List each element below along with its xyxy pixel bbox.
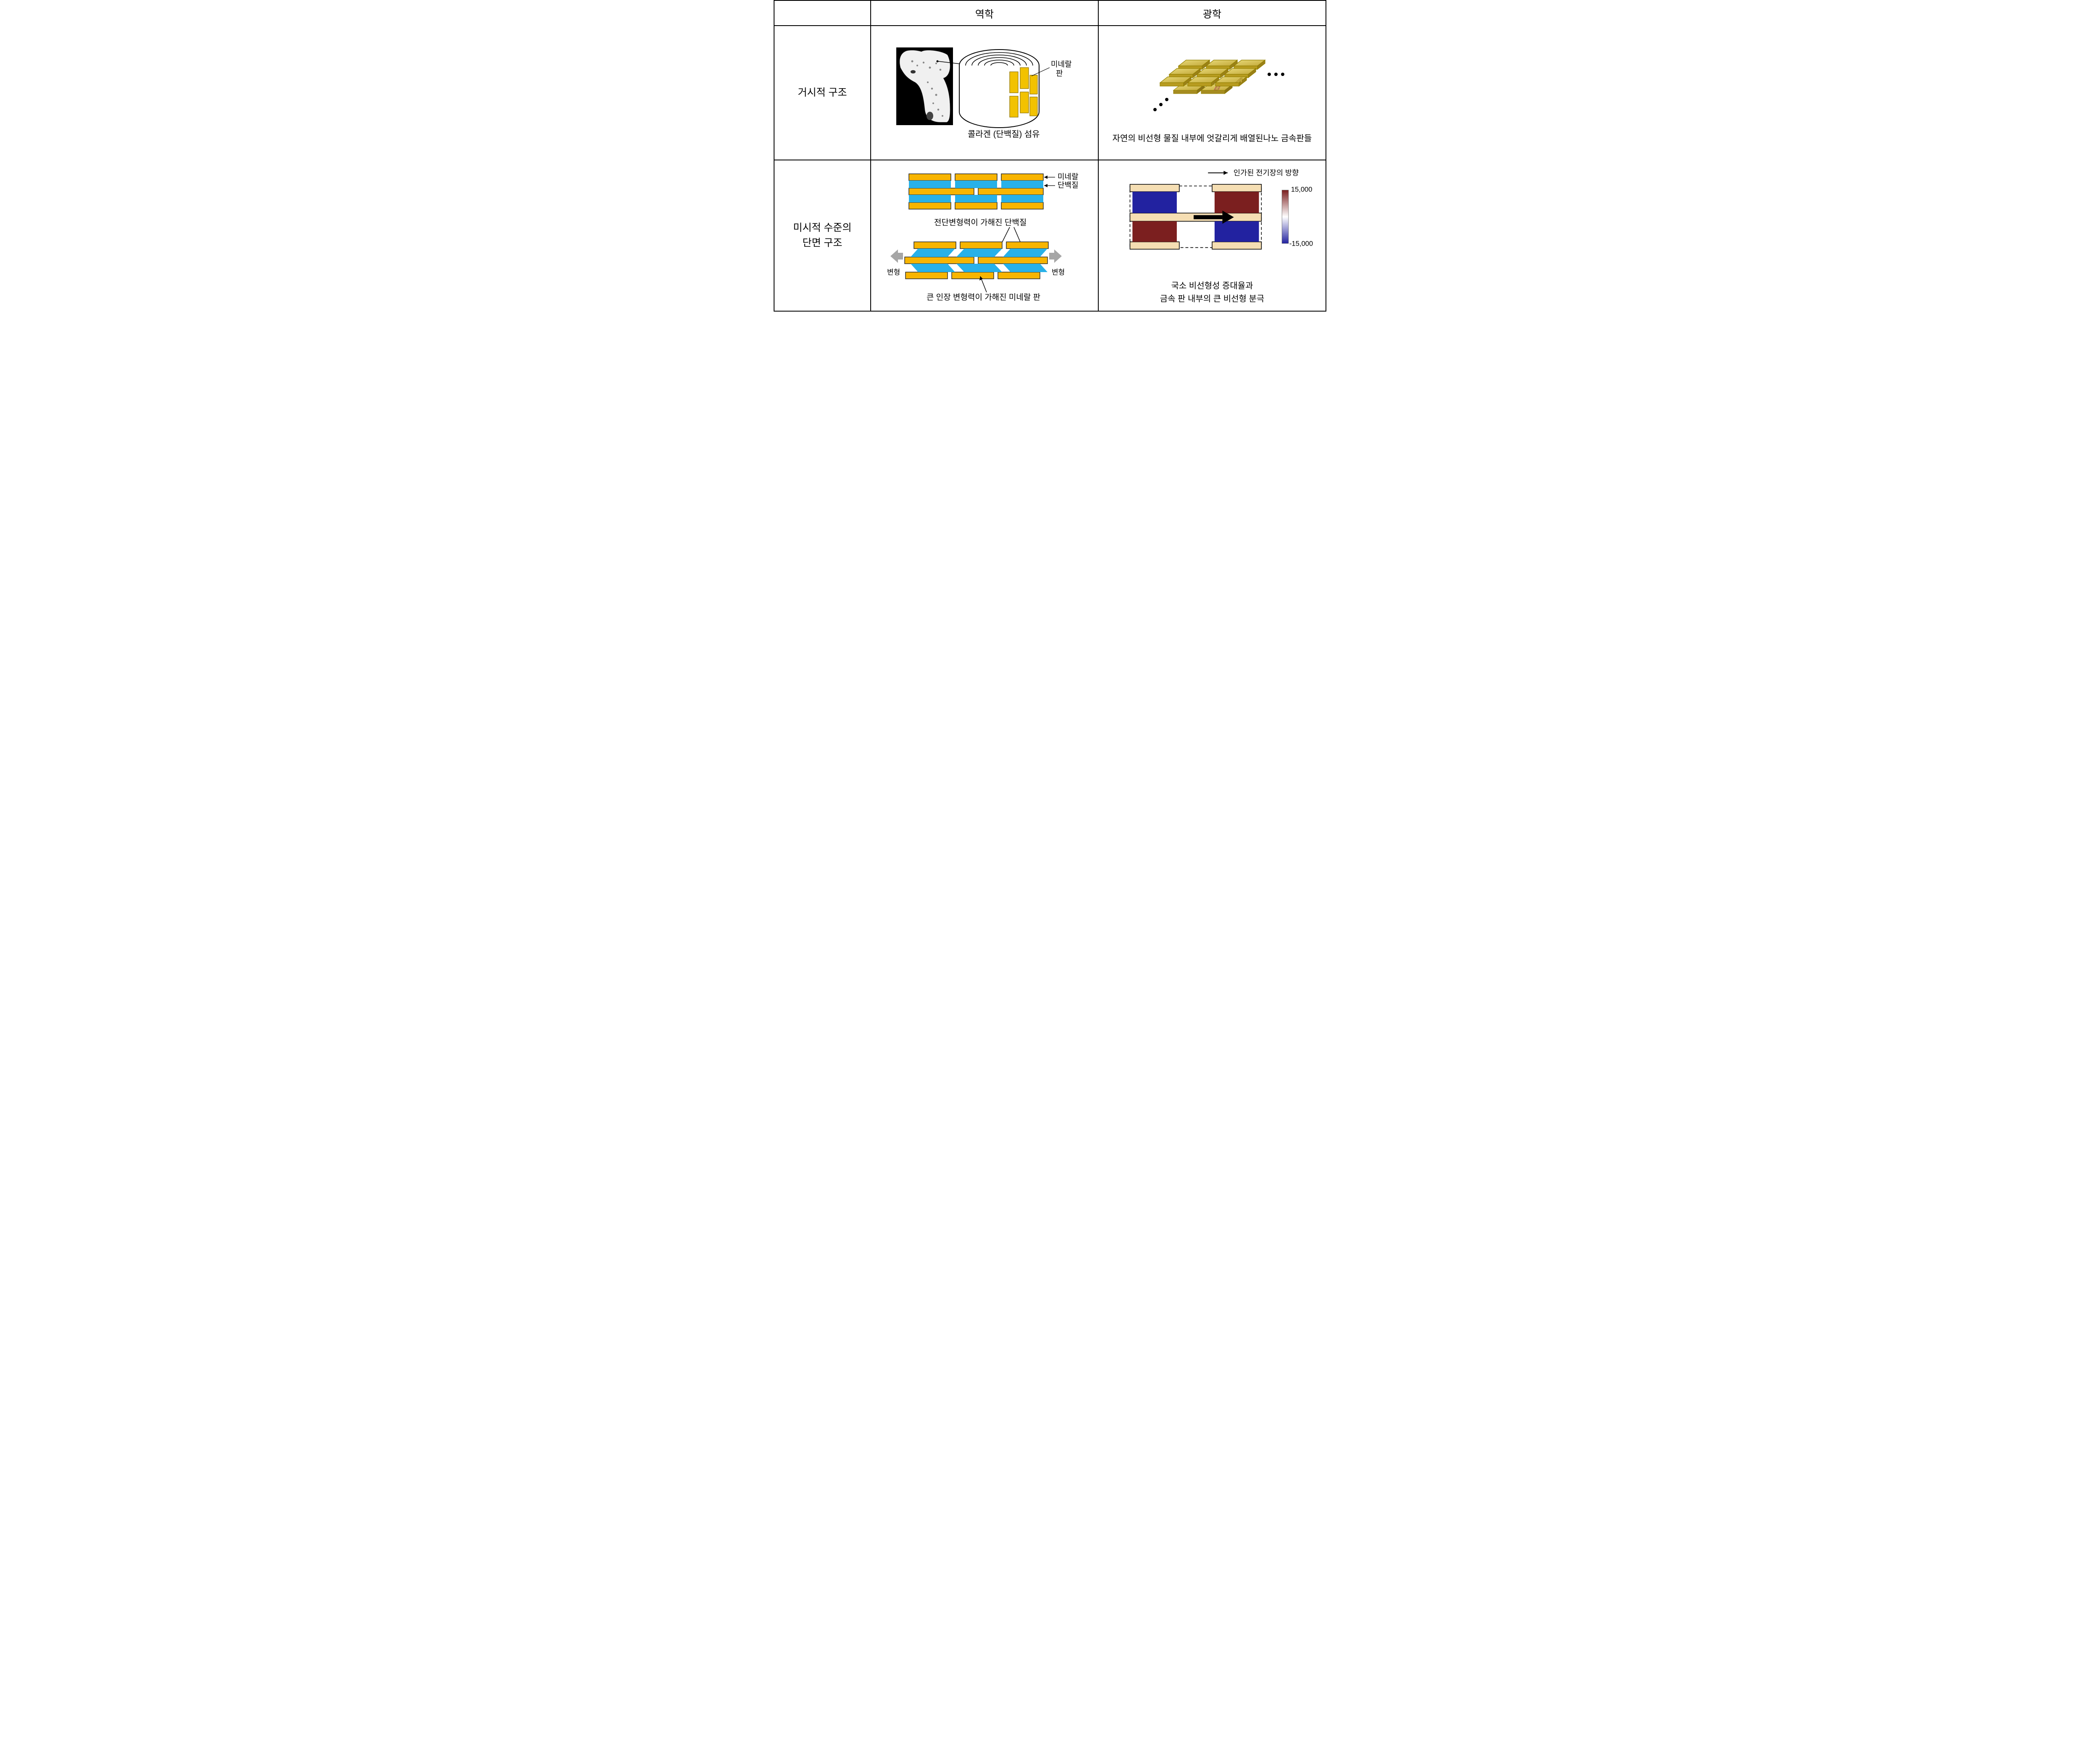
mineral-label: 미네랄 xyxy=(1058,173,1079,181)
top-layer: A xyxy=(1160,60,1265,86)
mineral-plate-label-l2: 판 xyxy=(1056,69,1063,78)
optics-micro-caption: 국소 비선형성 증대율과 금속 판 내부의 큰 비선형 분극 xyxy=(1160,280,1265,306)
rowlabel-micro: 미시적 수준의 단면 구조 xyxy=(774,160,871,311)
colorbar xyxy=(1282,190,1289,244)
undeformed-stack xyxy=(909,174,1043,209)
rowlabel-micro-text: 미시적 수준의 단면 구조 xyxy=(793,220,851,251)
comparison-table: 역학 광학 거시적 구조 xyxy=(774,0,1326,312)
collagen-cylinder xyxy=(959,50,1039,128)
deform-label-right: 변형 xyxy=(1052,268,1065,276)
deformed-stack xyxy=(905,242,1048,279)
deform-label-left: 변형 xyxy=(887,268,900,276)
bone-collagen-diagram: 미네랄 판 콜라겐 (단백질) 섬유 xyxy=(884,42,1085,143)
protein-label: 단백질 xyxy=(1058,181,1079,189)
collagen-caption: 콜라겐 (단백질) 섬유 xyxy=(968,129,1040,139)
cell-micro-optics: 인가된 전기장의 방향 15,000 xyxy=(1098,160,1326,311)
bone-image xyxy=(896,47,953,125)
header-mechanics: 역학 xyxy=(871,0,1098,26)
rowlabel-macro-text: 거시적 구조 xyxy=(798,85,847,100)
scale-bot: -15,000 xyxy=(1289,240,1313,248)
header-optics: 광학 xyxy=(1098,0,1326,26)
scale-top: 15,000 xyxy=(1291,186,1312,194)
cell-macro-optics: B xyxy=(1098,26,1326,160)
efield-label: 인가된 전기장의 방향 xyxy=(1234,168,1299,177)
cell-macro-mechanics: 미네랄 판 콜라겐 (단백질) 섬유 xyxy=(871,26,1098,160)
shear-label: 전단변형력이 가해진 단백질 xyxy=(934,218,1026,227)
mineral-plate-label-l1: 미네랄 xyxy=(1051,60,1072,68)
shear-diagram: 미네랄 단백질 전단변형력이 가해진 단백질 xyxy=(879,166,1089,305)
optics-macro-caption: 자연의 비선형 물질 내부에 엇갈리게 배열된나노 금속판들 xyxy=(1113,132,1312,145)
efield-diagram: 인가된 전기장의 방향 15,000 xyxy=(1111,165,1313,276)
header-blank xyxy=(774,0,871,26)
metal-plates-3d: B xyxy=(1120,41,1305,129)
rowlabel-macro: 거시적 구조 xyxy=(774,26,871,160)
cell-micro-mechanics: 미네랄 단백질 전단변형력이 가해진 단백질 xyxy=(871,160,1098,311)
efield-legend: 인가된 전기장의 방향 xyxy=(1208,168,1299,177)
tensile-caption: 큰 인장 변형력이 가해진 미네랄 판 xyxy=(927,293,1040,302)
